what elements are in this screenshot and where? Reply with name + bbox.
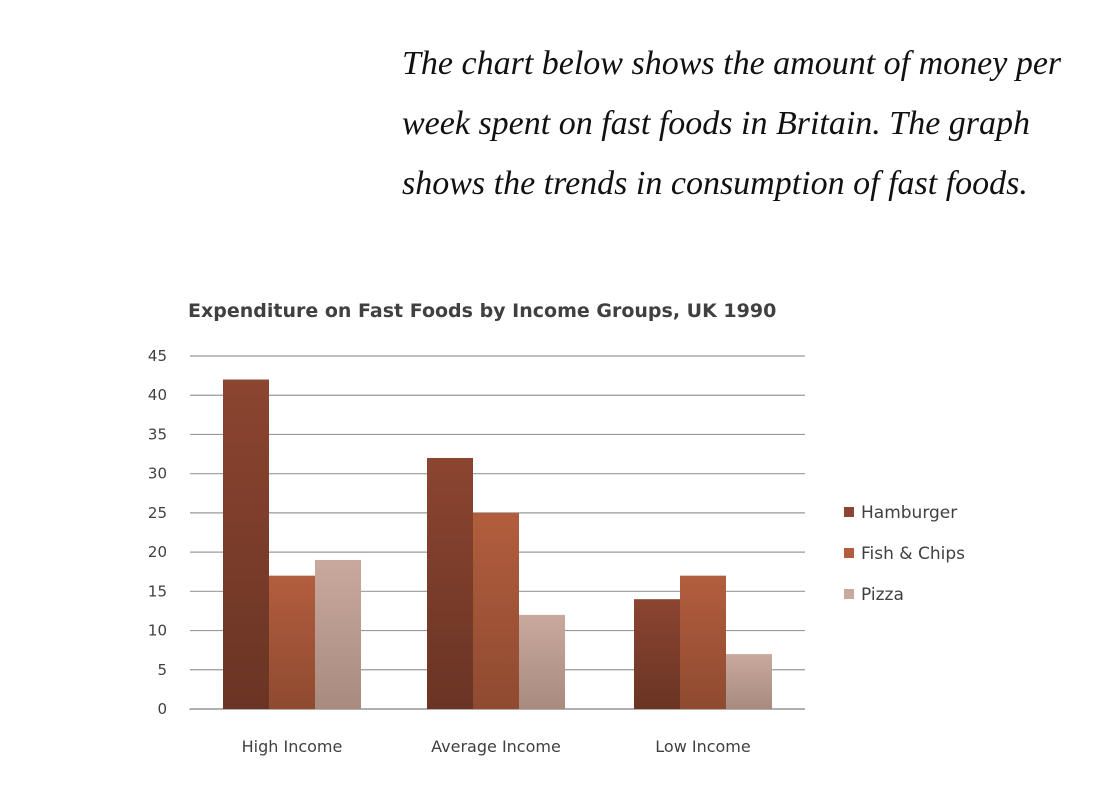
bar-hamburger-1	[427, 457, 473, 709]
intro-line-2: week spent on fast foods in Britain. The…	[402, 105, 1031, 142]
legend-swatch	[844, 589, 854, 599]
x-axis: High Income Average Income Low Income	[242, 737, 751, 756]
legend-label: Pizza	[861, 585, 904, 605]
legend-swatch	[844, 507, 854, 517]
legend-label: Fish & Chips	[861, 544, 965, 564]
bars	[223, 379, 772, 709]
y-tick-label: 15	[148, 582, 167, 600]
bar-hamburger-0	[223, 379, 269, 709]
chart-title: Expenditure on Fast Foods by Income Grou…	[188, 300, 776, 322]
bar-pizza-2	[726, 654, 772, 709]
y-tick-label: 0	[157, 700, 167, 718]
x-category-label: Average Income	[431, 737, 561, 756]
legend-label: Hamburger	[861, 503, 957, 523]
y-tick-label: 20	[148, 543, 167, 561]
y-tick-label: 30	[148, 465, 167, 483]
intro-line-3: shows the trends in consumption of fast …	[402, 165, 1028, 202]
bar-fish-chips-2	[680, 575, 726, 709]
bar-hamburger-2	[634, 599, 680, 709]
bar-fish-chips-1	[473, 512, 519, 709]
y-tick-label: 40	[148, 386, 167, 404]
y-tick-label: 25	[148, 504, 167, 522]
y-tick-label: 35	[148, 425, 167, 443]
x-category-label: Low Income	[655, 737, 750, 756]
bar-pizza-0	[315, 559, 361, 709]
y-axis: 0 5 10 15 20 25 30 35 40 45	[148, 347, 167, 718]
y-tick-label: 45	[148, 347, 167, 365]
y-tick-label: 5	[157, 661, 167, 679]
legend: Hamburger Fish & Chips Pizza	[844, 503, 965, 605]
bar-fish-chips-0	[269, 575, 315, 709]
legend-swatch	[844, 548, 854, 558]
y-tick-label: 10	[148, 622, 167, 640]
bar-pizza-1	[519, 614, 565, 709]
intro-line-1: The chart below shows the amount of mone…	[402, 45, 1062, 82]
intro-text: The chart below shows the amount of mone…	[402, 34, 1092, 214]
x-category-label: High Income	[242, 737, 343, 756]
